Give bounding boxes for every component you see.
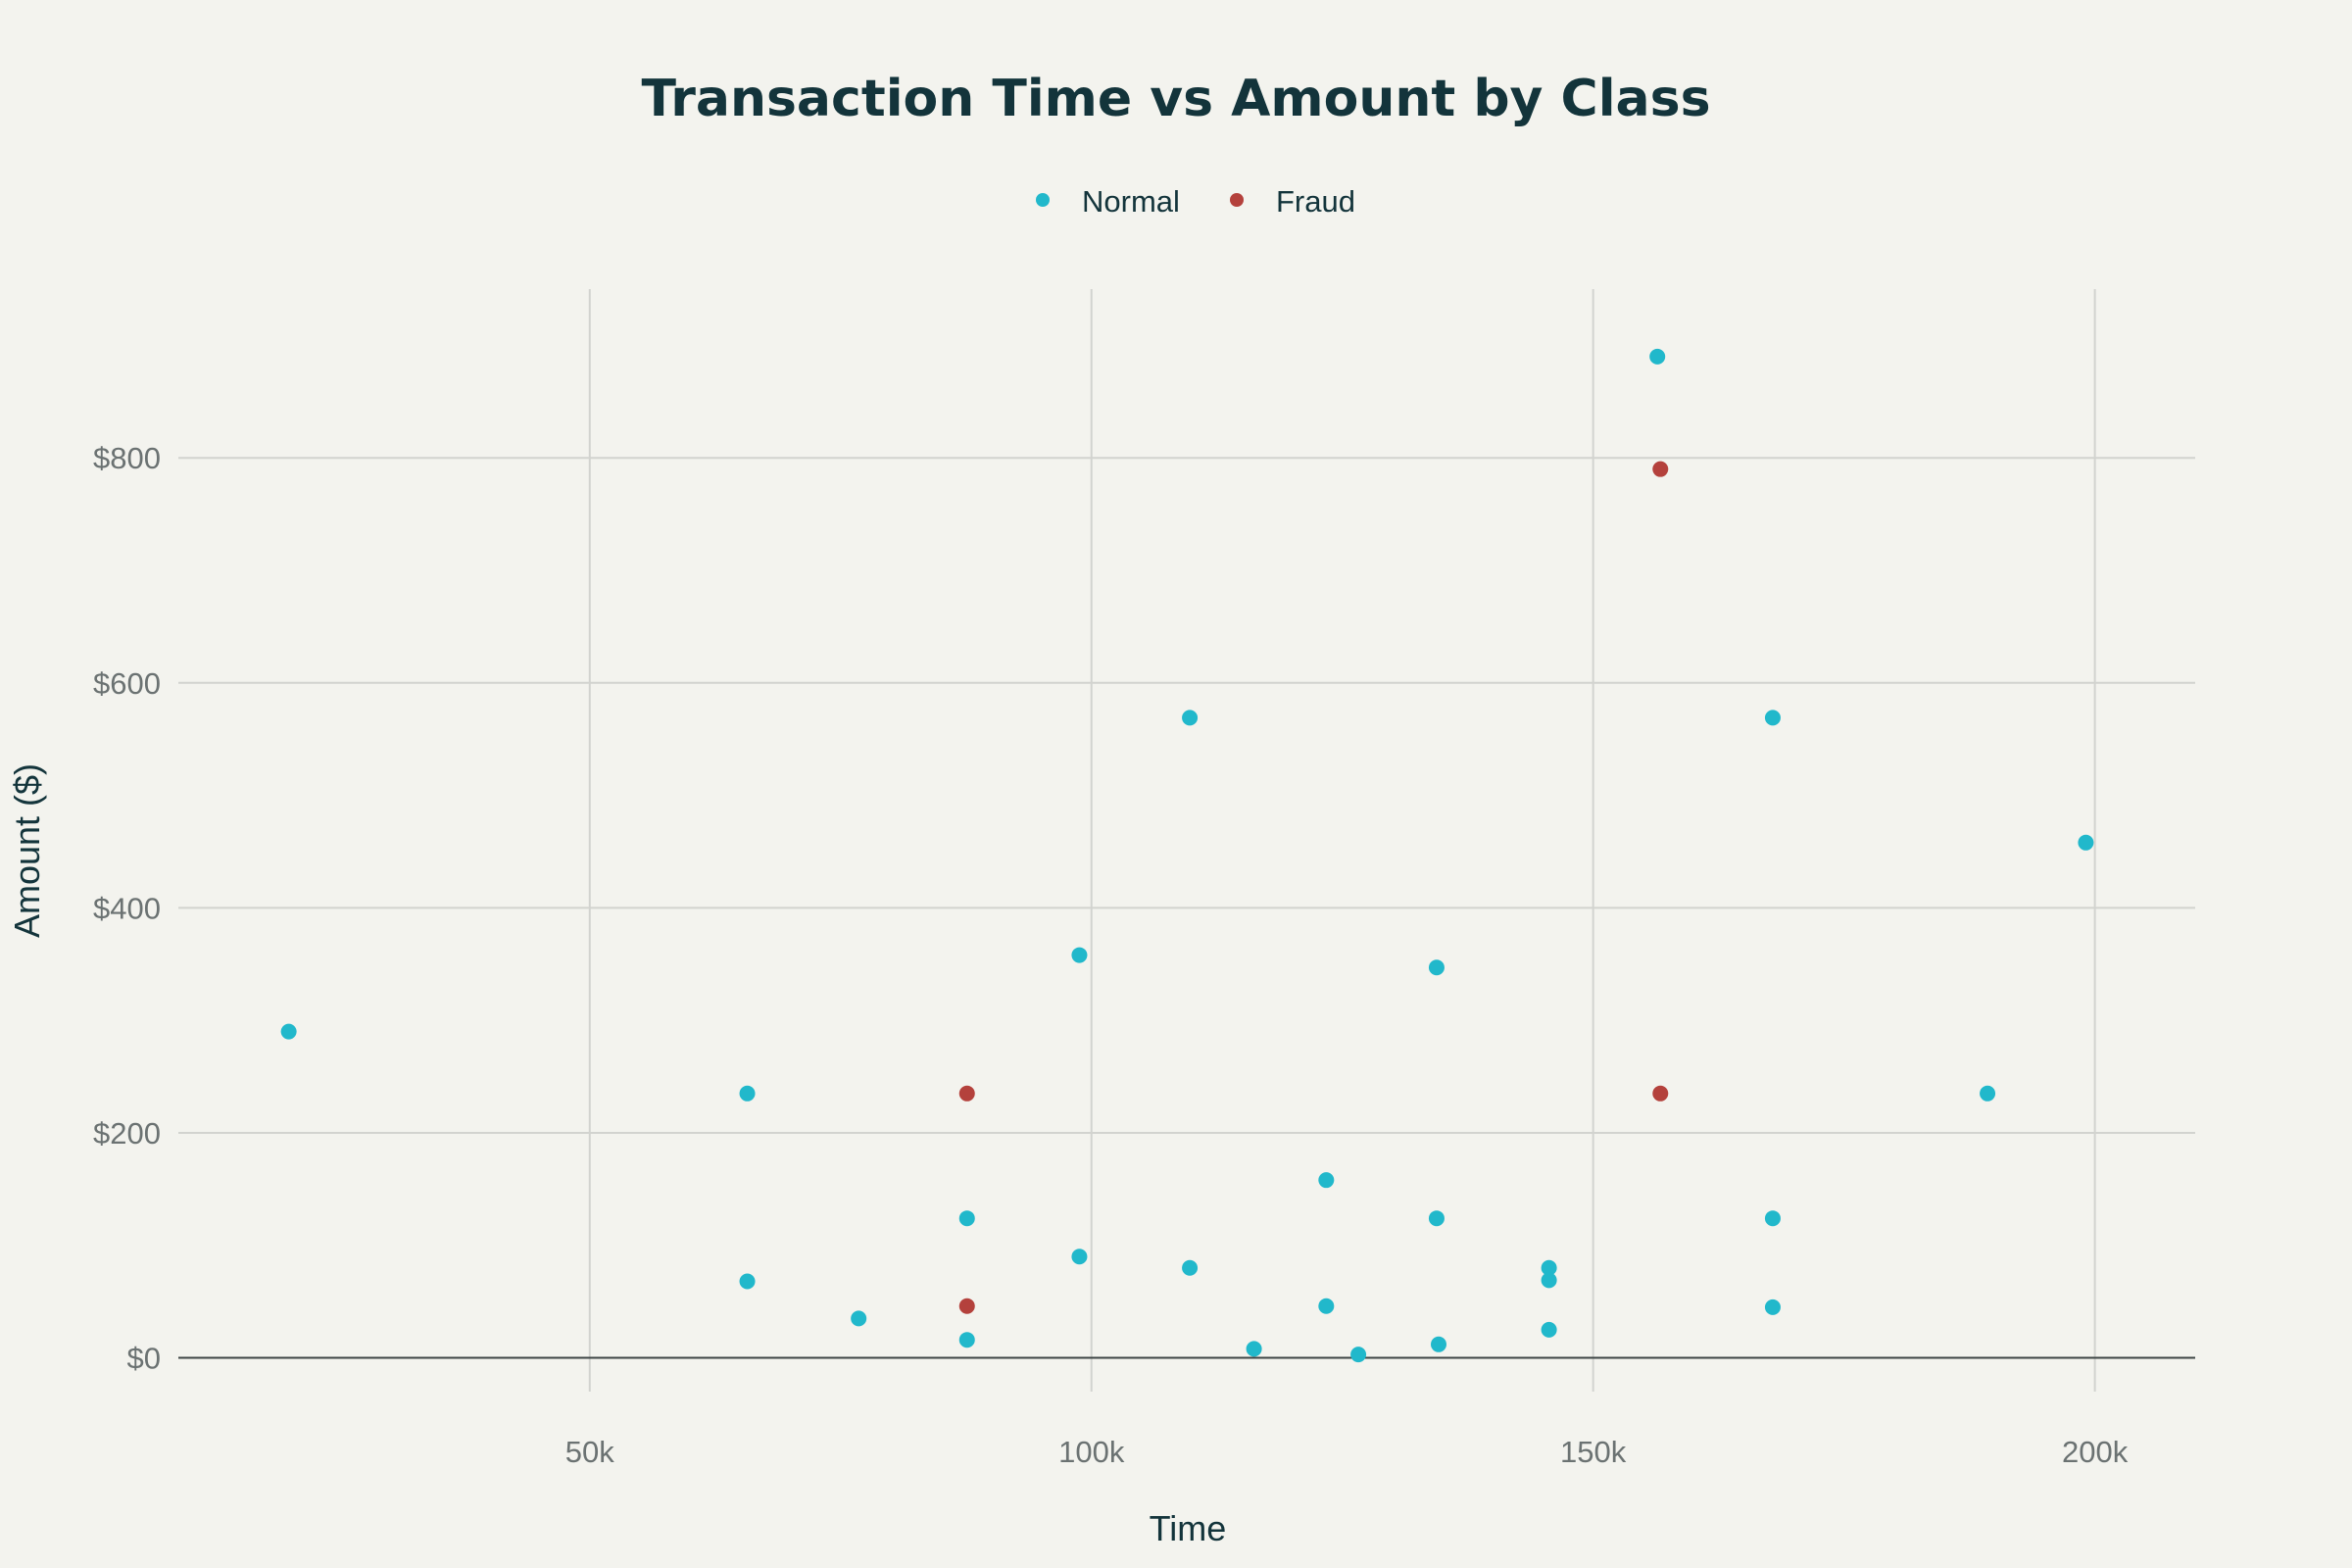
data-point-normal[interactable] [1764,1210,1781,1227]
legend-item-normal[interactable]: Normal [1036,184,1180,219]
y-tick-label: $0 [127,1342,161,1376]
x-tick-label: 100k [1058,1435,1125,1469]
series-fraud [958,461,1669,1314]
data-point-normal[interactable] [1182,710,1199,726]
data-point-normal[interactable] [1428,1210,1445,1227]
data-point-normal[interactable] [1430,1336,1446,1352]
data-point-fraud[interactable] [1652,1085,1669,1102]
data-point-fraud[interactable] [958,1298,975,1314]
legend-marker-normal [1036,193,1050,207]
data-point-normal[interactable] [739,1085,756,1102]
data-point-normal[interactable] [958,1210,975,1227]
data-point-normal[interactable] [1764,710,1781,726]
data-point-normal[interactable] [2078,834,2094,851]
data-point-normal[interactable] [1649,348,1666,365]
axes: 50k 100k 150k 200k $0 $200 $400 $600 $800 [93,441,2195,1469]
data-point-normal[interactable] [1318,1298,1335,1314]
legend: Normal Fraud [1036,184,1355,219]
data-point-normal[interactable] [1541,1272,1557,1289]
data-point-normal[interactable] [958,1332,975,1348]
legend-marker-fraud [1230,193,1244,207]
data-point-normal[interactable] [280,1023,297,1040]
data-point-normal[interactable] [1350,1347,1367,1363]
data-point-normal[interactable] [1182,1259,1199,1276]
data-point-normal[interactable] [1541,1259,1557,1276]
data-points [280,348,2094,1363]
x-tick-label: 50k [565,1435,614,1469]
data-point-normal[interactable] [1541,1321,1557,1338]
data-point-normal[interactable] [1428,959,1445,976]
y-tick-label: $600 [93,666,161,701]
legend-label-normal: Normal [1082,184,1180,219]
y-axis-title: Amount ($) [7,763,47,938]
data-point-fraud[interactable] [1652,461,1669,477]
x-tick-label: 200k [2062,1435,2129,1469]
data-point-normal[interactable] [851,1310,867,1327]
y-tick-label: $400 [93,891,161,925]
chart-title: Transaction Time vs Amount by Class [641,70,1710,128]
data-point-normal[interactable] [1246,1341,1262,1357]
series-normal [280,348,2094,1363]
legend-item-fraud[interactable]: Fraud [1230,184,1355,219]
data-point-normal[interactable] [739,1273,756,1290]
x-axis-title: Time [1150,1508,1227,1548]
y-tick-label: $800 [93,441,161,475]
y-tick-label: $200 [93,1116,161,1151]
data-point-normal[interactable] [1071,1249,1088,1265]
data-point-normal[interactable] [1764,1298,1781,1315]
grid-lines [178,289,2195,1392]
data-point-normal[interactable] [1071,947,1088,963]
legend-label-fraud: Fraud [1276,184,1355,219]
data-point-normal[interactable] [1318,1172,1335,1189]
data-point-fraud[interactable] [958,1085,975,1102]
data-point-normal[interactable] [1980,1085,1996,1102]
x-tick-label: 150k [1560,1435,1627,1469]
